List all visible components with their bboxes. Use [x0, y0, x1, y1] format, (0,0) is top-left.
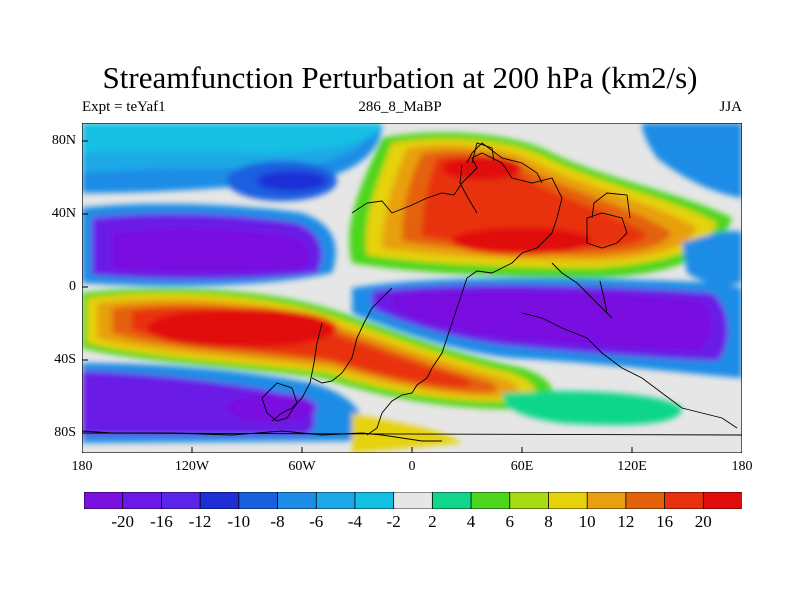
- lon-label-0: 0: [408, 459, 416, 474]
- colorbar-label: -20: [111, 512, 135, 531]
- colorbar-swatch: [84, 492, 124, 509]
- colorbar-swatch: [315, 492, 356, 509]
- colorbar-label: 6: [505, 512, 515, 531]
- colorbar-swatch: [664, 492, 705, 509]
- plot-title: Streamfunction Perturbation at 200 hPa (…: [102, 60, 698, 95]
- colorbar-label: 2: [428, 512, 437, 531]
- colorbar-label: -8: [270, 512, 285, 531]
- lat-label-40n: 40N: [51, 206, 76, 221]
- colorbar-swatch: [548, 492, 589, 509]
- colorbar-swatch: [625, 492, 666, 509]
- experiment-label: Expt = teYaf1: [82, 99, 166, 115]
- colorbar-swatch: [238, 492, 279, 509]
- colorbar-label: -16: [150, 512, 173, 531]
- lat-label-0: 0: [69, 279, 76, 294]
- lon-label-180w: 180: [71, 459, 93, 474]
- colorbar: [84, 492, 742, 509]
- colorbar-label: 12: [617, 512, 635, 531]
- lon-label-60w: 60W: [288, 459, 316, 474]
- lat-label-80s: 80S: [54, 425, 76, 440]
- lon-label-60e: 60E: [510, 459, 534, 474]
- colorbar-swatch: [702, 492, 742, 509]
- lon-label-120w: 120W: [174, 459, 210, 474]
- season-label: JJA: [719, 99, 742, 115]
- colorbar-swatch: [393, 492, 434, 509]
- colorbar-label: -4: [347, 512, 363, 531]
- colorbar-swatch: [161, 492, 202, 509]
- colorbar-label: -6: [309, 512, 324, 531]
- colorbar-swatch: [470, 492, 511, 509]
- colorbar-swatch: [431, 492, 472, 509]
- colorbar-swatch: [122, 492, 163, 509]
- colorbar-label: 10: [578, 512, 596, 531]
- colorbar-swatch: [199, 492, 240, 509]
- colorbar-label: -12: [188, 512, 212, 531]
- colorbar-swatch: [354, 492, 395, 509]
- map-plot: [82, 123, 742, 453]
- colorbar-label: -2: [386, 512, 401, 531]
- coastlines: [82, 142, 742, 442]
- colorbar-label: 8: [544, 512, 553, 531]
- colorbar-label: -10: [227, 512, 251, 531]
- colorbar-swatch: [509, 492, 550, 509]
- colorbar-label: 16: [656, 512, 674, 531]
- lat-label-80n: 80N: [51, 133, 76, 148]
- lat-label-40s: 40S: [54, 352, 76, 367]
- case-label: 286_8_MaBP: [358, 99, 442, 115]
- colorbar-label: 20: [694, 512, 712, 531]
- lon-label-180e: 180: [731, 459, 753, 474]
- colorbar-swatch: [277, 492, 318, 509]
- colorbar-label: 4: [466, 512, 476, 531]
- colorbar-swatch: [586, 492, 627, 509]
- lon-label-120e: 120E: [617, 459, 647, 474]
